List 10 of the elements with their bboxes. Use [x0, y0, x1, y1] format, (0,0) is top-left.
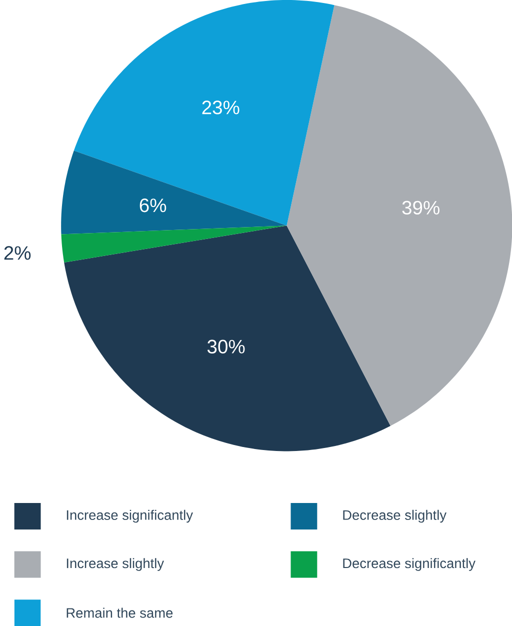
- legend-label: Increase slightly: [66, 558, 164, 571]
- legend-label: Decrease slightly: [343, 510, 446, 523]
- legend-label: Decrease significantly: [343, 558, 476, 571]
- data-label: 2%: [4, 246, 30, 260]
- data-label: 6%: [140, 198, 166, 212]
- legend-label: Remain the same: [66, 608, 172, 618]
- data-label: 23%: [202, 100, 240, 114]
- data-label: 39%: [402, 200, 440, 215]
- legend-label: Increase significantly: [66, 510, 193, 523]
- data-label: 30%: [207, 340, 245, 354]
